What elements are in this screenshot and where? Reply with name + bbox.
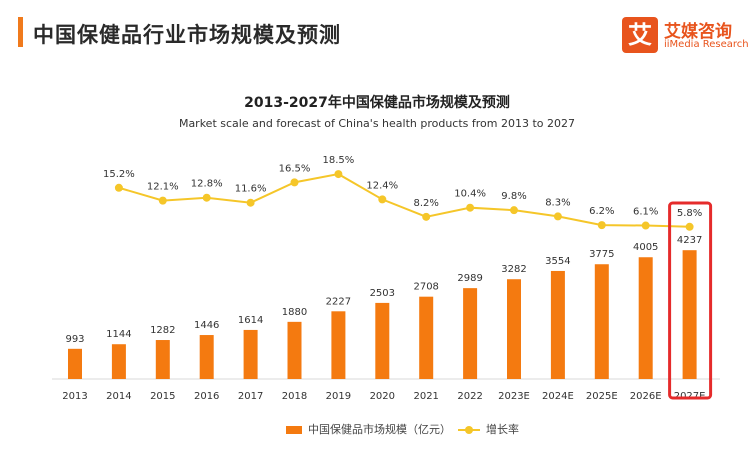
growth-point-2024E [553,212,562,221]
x-tick-2014: 2014 [106,391,131,402]
x-tick-2020: 2020 [370,391,395,402]
x-tick-2016: 2016 [194,391,219,402]
growth-label-2016: 12.8% [191,179,223,190]
bar-label-2021: 2708 [413,282,438,293]
bar-2016 [199,335,214,379]
bar-label-2023E: 3282 [501,264,526,275]
bar-2021 [419,296,434,379]
bar-label-2022: 2989 [457,273,482,284]
growth-point-2014 [114,183,123,192]
growth-label-2025E: 6.2% [589,206,614,217]
growth-label-2027E: 5.8% [677,208,702,219]
bar-label-2015: 1282 [150,325,175,336]
iimedia-logo: 艾 艾媒咨询 iiMedia Research [622,17,749,55]
legend-label-market-scale: 中国保健品市场规模（亿元） [308,423,451,436]
x-tick-2021: 2021 [413,391,438,402]
bar-label-2024E: 3554 [545,256,570,267]
growth-point-2018 [290,178,299,187]
x-tick-2015: 2015 [150,391,175,402]
growth-label-2015: 12.1% [147,182,179,193]
growth-point-2017 [246,198,255,207]
growth-point-2026E [641,221,650,230]
chart-legend: 中国保健品市场规模（亿元） 增长率 [0,421,754,437]
x-tick-2017: 2017 [238,391,263,402]
growth-label-2014: 15.2% [103,169,135,180]
x-tick-2023E: 2023E [498,391,530,402]
bar-label-2026E: 4005 [633,242,658,253]
logo-english-name: iiMedia Research [664,39,749,50]
growth-label-2017: 11.6% [235,184,267,195]
x-tick-2022: 2022 [457,391,482,402]
growth-label-2023E: 9.8% [501,191,526,202]
growth-point-2019 [334,170,343,179]
bar-2020 [375,302,390,379]
bar-label-2020: 2503 [370,288,395,299]
bar-2013 [68,348,82,379]
growth-point-2025E [597,221,606,230]
growth-point-2022 [466,203,475,212]
x-tick-2018: 2018 [282,391,307,402]
bar-label-2027E: 4237 [677,235,702,246]
growth-point-2015 [158,196,167,205]
bar-2017 [243,329,258,379]
bar-label-2019: 2227 [326,296,351,307]
growth-label-2024E: 8.3% [545,197,570,208]
growth-label-2020: 12.4% [366,180,398,191]
highlight-box-2027E [668,201,713,400]
growth-label-2021: 8.2% [413,198,438,209]
chart-subtitle: Market scale and forecast of China's hea… [178,117,576,130]
chart-title: 2013-2027年中国保健品市场规模及预测 [244,95,510,111]
bar-label-2017: 1614 [238,315,263,326]
growth-label-2026E: 6.1% [633,207,658,218]
legend-line-swatch [458,426,480,434]
logo-chinese-name: 艾媒咨询 [664,22,732,42]
bar-label-2014: 1144 [106,329,131,340]
bar-2027E [682,250,697,379]
growth-rate-line [118,173,690,228]
page-title: 中国保健品行业市场规模及预测 [33,23,341,47]
bar-2019 [331,311,346,379]
growth-label-2019: 18.5% [323,155,355,166]
bar-label-2016: 1446 [194,320,219,331]
growth-label-2022: 10.4% [454,189,486,200]
growth-point-2021 [422,212,431,221]
growth-point-2023E [510,206,518,215]
bar-2015 [155,340,170,379]
x-tick-2013: 2013 [62,391,87,402]
title-accent-bar [18,17,23,47]
bar-2025E [594,264,609,379]
logo-mark-icon: 艾 [622,17,658,53]
bar-2023E [507,279,521,379]
legend-item-market-scale: 中国保健品市场规模（亿元） [286,421,451,437]
x-tick-2024E: 2024E [542,391,574,402]
x-tick-2019: 2019 [326,391,351,402]
bar-2014 [111,344,126,379]
legend-item-growth-rate: 增长率 [458,421,519,437]
growth-label-2018: 16.5% [279,163,311,174]
growth-point-2027E [685,222,694,231]
x-tick-2026E: 2026E [630,391,662,402]
x-tick-2025E: 2025E [586,391,618,402]
bar-2022 [463,288,478,379]
bar-label-2013: 993 [65,334,84,345]
bar-2018 [287,321,302,379]
bar-2024E [550,270,565,379]
bar-2026E [638,257,653,379]
growth-point-2016 [202,193,211,202]
legend-bar-swatch [286,426,302,434]
bar-label-2025E: 3775 [589,249,614,260]
growth-point-2020 [378,195,387,204]
bar-label-2018: 1880 [282,307,307,318]
legend-label-growth-rate: 增长率 [486,423,519,436]
